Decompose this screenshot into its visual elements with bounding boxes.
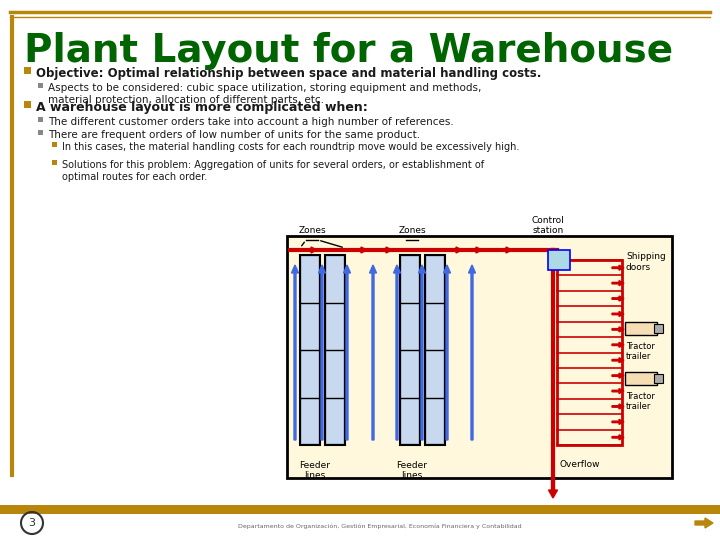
Text: Zones: Zones [298,226,326,235]
Bar [548,250,570,270]
Bar [38,130,43,135]
Bar [654,324,663,333]
Text: There are frequent orders of low number of units for the same product.: There are frequent orders of low number … [48,130,420,140]
FancyArrow shape [612,312,624,316]
FancyArrow shape [612,373,624,378]
FancyArrow shape [549,478,557,498]
Text: Overflow: Overflow [560,460,600,469]
FancyArrow shape [695,518,713,528]
Bar [654,374,663,383]
Bar [402,257,418,443]
Text: Zones: Zones [398,226,426,235]
Text: Tractor
trailer: Tractor trailer [626,392,655,411]
Text: Feeder
lines: Feeder lines [397,461,428,481]
Bar [300,255,320,445]
FancyArrow shape [612,296,624,301]
Bar [327,257,343,443]
FancyArrow shape [318,265,325,440]
FancyArrow shape [612,281,624,286]
FancyArrow shape [292,265,299,440]
Bar [557,260,622,445]
Bar [38,83,43,88]
Text: A warehouse layout is more complicated when:: A warehouse layout is more complicated w… [36,101,368,114]
Bar [425,255,445,445]
Bar [325,255,345,445]
Text: Control
station: Control station [531,215,564,235]
Text: 3: 3 [29,518,35,528]
Text: The different customer orders take into account a high number of references.: The different customer orders take into … [48,117,454,127]
FancyArrow shape [450,247,462,253]
Bar [625,322,657,335]
Text: Shipping
doors: Shipping doors [626,252,666,272]
Bar [38,117,43,122]
Text: Departamento de Organización, Gestión Empresarial, Economía Financiera y Contabi: Departamento de Organización, Gestión Em… [238,523,522,529]
Bar [0,505,720,514]
Bar [400,255,420,445]
Text: Solutions for this problem: Aggregation of units for several orders, or establis: Solutions for this problem: Aggregation … [62,160,484,181]
FancyArrow shape [612,389,624,394]
FancyArrow shape [612,327,624,332]
FancyArrow shape [380,247,392,253]
Text: Feeder
lines: Feeder lines [300,461,330,481]
FancyArrow shape [612,404,624,409]
FancyArrow shape [612,435,624,440]
Bar [24,67,31,74]
Bar [287,236,672,478]
Bar [52,160,57,165]
FancyArrow shape [612,342,624,347]
FancyArrow shape [444,265,451,440]
FancyArrow shape [612,357,624,363]
FancyArrow shape [305,247,317,253]
Bar [52,142,57,147]
Text: Objective: Optimal relationship between space and material handling costs.: Objective: Optimal relationship between … [36,67,541,80]
FancyArrow shape [343,265,351,440]
FancyArrow shape [418,265,426,440]
Bar [24,101,31,108]
FancyArrow shape [612,420,624,424]
Bar [625,372,657,385]
FancyArrow shape [500,247,512,253]
FancyArrow shape [355,247,367,253]
FancyArrow shape [369,265,377,440]
Text: In this cases, the material handling costs for each roundtrip move would be exce: In this cases, the material handling cos… [62,142,519,152]
Bar [427,257,443,443]
FancyArrow shape [469,265,475,440]
FancyArrow shape [470,247,482,253]
Bar [302,257,318,443]
Text: Aspects to be considered: cubic space utilization, storing equipment and methods: Aspects to be considered: cubic space ut… [48,83,482,105]
FancyArrow shape [394,265,400,440]
Text: Tractor
trailer: Tractor trailer [626,342,655,361]
Text: Plant Layout for a Warehouse: Plant Layout for a Warehouse [24,32,673,70]
FancyArrow shape [612,265,624,270]
